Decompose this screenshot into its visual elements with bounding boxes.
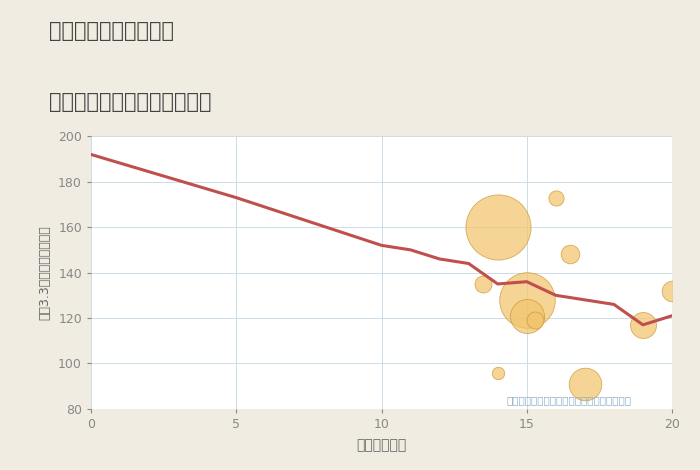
Point — [477, 280, 489, 288]
Point — [492, 223, 503, 231]
Point — [530, 317, 541, 324]
Point — [521, 296, 532, 304]
Point — [638, 321, 649, 329]
Point — [580, 380, 591, 388]
Y-axis label: 坪（3.3㎡）単価（万円）: 坪（3.3㎡）単価（万円） — [38, 225, 51, 320]
Point — [666, 287, 678, 295]
Text: 兵庫県西宮市大森町の: 兵庫県西宮市大森町の — [49, 21, 174, 41]
Point — [550, 194, 561, 201]
Point — [492, 369, 503, 376]
Text: 駅距離別中古マンション価格: 駅距離別中古マンション価格 — [49, 92, 211, 112]
Point — [521, 312, 532, 320]
Point — [565, 251, 576, 258]
X-axis label: 駅距離（分）: 駅距離（分） — [356, 438, 407, 452]
Text: 円の大きさは、取引のあった物件面積を示す: 円の大きさは、取引のあった物件面積を示す — [506, 395, 631, 406]
